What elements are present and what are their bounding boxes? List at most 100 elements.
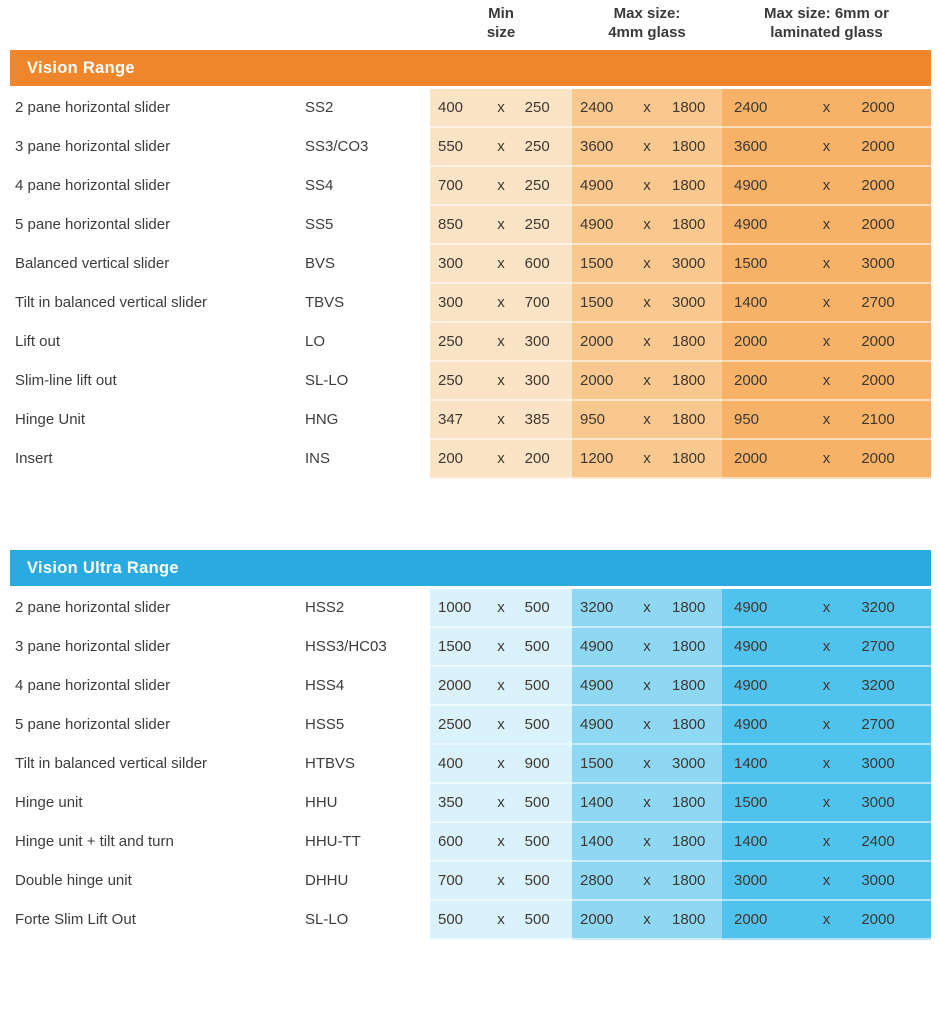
max4-height-value: 1800: [672, 333, 706, 351]
dimension-separator: x: [497, 99, 505, 117]
product-code: DHHU: [305, 862, 430, 902]
table-row: 4 pane horizontal slider HSS4 2000 x 500…: [10, 667, 931, 707]
table-row: 5 pane horizontal slider SS5 850 x 250 4…: [10, 206, 931, 246]
max6-height-value: 3200: [861, 677, 895, 695]
dimension-separator: x: [643, 411, 651, 429]
vision-range-title: Vision Range: [27, 58, 135, 77]
product-name: Insert: [10, 440, 305, 480]
max6-width-value: 4900: [734, 638, 768, 656]
dimension-separator: x: [643, 833, 651, 851]
table-row: 3 pane horizontal slider SS3/CO3 550 x 2…: [10, 128, 931, 168]
product-name: 3 pane horizontal slider: [10, 128, 305, 168]
max-6mm-cell: 1500 x 3000: [722, 245, 931, 285]
max6-height-value: 2000: [861, 911, 895, 929]
max-4mm-cell: 4900 x 1800: [572, 167, 722, 207]
dimension-separator: x: [497, 411, 505, 429]
max6-height-value: 2000: [861, 138, 895, 156]
max6-height-value: 2000: [861, 216, 895, 234]
min-height-value: 500: [524, 833, 550, 851]
max6-height-value: 2100: [861, 411, 895, 429]
dimension-separator: x: [822, 216, 831, 234]
min-height-value: 200: [524, 450, 550, 468]
max-4mm-cell: 4900 x 1800: [572, 206, 722, 246]
max4-width-value: 1200: [580, 450, 614, 468]
min-height-value: 900: [524, 755, 550, 773]
max6-height-value: 2700: [861, 294, 895, 312]
max-6mm-cell: 2400 x 2000: [722, 89, 931, 129]
max6-width-value: 1400: [734, 833, 768, 851]
max4-height-value: 1800: [672, 138, 706, 156]
min-size-cell: 300 x 700: [430, 284, 572, 324]
product-name: Balanced vertical slider: [10, 245, 305, 285]
dimension-separator: x: [497, 638, 505, 656]
max4-height-value: 1800: [672, 216, 706, 234]
min-height-value: 300: [524, 372, 550, 390]
product-name: Hinge Unit: [10, 401, 305, 441]
max6-width-value: 1500: [734, 794, 768, 812]
max6-width-value: 950: [734, 411, 760, 429]
min-width-value: 200: [438, 450, 464, 468]
vision-range-rows: 2 pane horizontal slider SS2 400 x 250 2…: [10, 89, 931, 480]
max6-width-value: 4900: [734, 716, 768, 734]
dimension-separator: x: [497, 255, 505, 273]
min-width-value: 1500: [438, 638, 472, 656]
product-name: 4 pane horizontal slider: [10, 167, 305, 207]
product-name: Tilt in balanced vertical silder: [10, 745, 305, 785]
max6-height-value: 3000: [861, 794, 895, 812]
max4-width-value: 2000: [580, 333, 614, 351]
min-width-value: 300: [438, 255, 464, 273]
dimension-separator: x: [822, 833, 831, 851]
dimension-separator: x: [822, 450, 831, 468]
spec-sheet: Min size Max size: 4mm glass Max size: 6mm…: [10, 4, 931, 941]
min-width-value: 700: [438, 872, 464, 890]
min-height-value: 500: [524, 599, 550, 617]
dimension-separator: x: [822, 872, 831, 890]
product-name: 3 pane horizontal slider: [10, 628, 305, 668]
spacer-code-col: [305, 4, 430, 42]
min-width-value: 600: [438, 833, 464, 851]
max-6mm-line1: Max size: 6mm or: [763, 5, 890, 22]
max-6mm-cell: 1500 x 3000: [722, 784, 931, 824]
min-size-cell: 850 x 250: [430, 206, 572, 246]
min-width-value: 500: [438, 911, 464, 929]
max4-height-value: 1800: [672, 177, 706, 195]
max4-width-value: 1500: [580, 294, 614, 312]
max-4mm-cell: 4900 x 1800: [572, 628, 722, 668]
max6-width-value: 4900: [734, 677, 768, 695]
table-row: Hinge Unit HNG 347 x 385 950 x 1800 950: [10, 401, 931, 441]
max6-width-value: 2400: [734, 99, 768, 117]
vision-range-table: Vision Range 2 pane horizontal slider SS…: [10, 50, 931, 480]
max6-width-value: 4900: [734, 177, 768, 195]
dimension-separator: x: [497, 872, 505, 890]
max6-height-value: 2000: [861, 99, 895, 117]
table-row: Balanced vertical slider BVS 300 x 600 1…: [10, 245, 931, 285]
max4-width-value: 2000: [580, 372, 614, 390]
max-4mm-cell: 4900 x 1800: [572, 706, 722, 746]
dimension-separator: x: [643, 216, 651, 234]
min-size-cell: 250 x 300: [430, 362, 572, 402]
dimension-separator: x: [497, 450, 505, 468]
max6-width-value: 3600: [734, 138, 768, 156]
min-height-value: 600: [524, 255, 550, 273]
product-name: Hinge unit + tilt and turn: [10, 823, 305, 863]
min-width-value: 2500: [438, 716, 472, 734]
dimension-separator: x: [643, 294, 651, 312]
table-row: Hinge unit + tilt and turn HHU-TT 600 x …: [10, 823, 931, 863]
min-size-cell: 250 x 300: [430, 323, 572, 363]
min-height-value: 250: [524, 216, 550, 234]
dimension-separator: x: [822, 372, 831, 390]
min-size-cell: 2500 x 500: [430, 706, 572, 746]
column-header-max-6mm: Max size: 6mm or laminated glass: [722, 4, 931, 42]
min-height-value: 500: [524, 911, 550, 929]
max-6mm-cell: 4900 x 2700: [722, 628, 931, 668]
table-row: Forte Slim Lift Out SL-LO 500 x 500 2000…: [10, 901, 931, 941]
dimension-separator: x: [822, 99, 831, 117]
product-name: Slim-line lift out: [10, 362, 305, 402]
max6-height-value: 3000: [861, 255, 895, 273]
dimension-separator: x: [822, 294, 831, 312]
max4-height-value: 1800: [672, 450, 706, 468]
min-size-cell: 200 x 200: [430, 440, 572, 480]
dimension-separator: x: [643, 872, 651, 890]
table-row: Double hinge unit DHHU 700 x 500 2800 x …: [10, 862, 931, 902]
table-row: Lift out LO 250 x 300 2000 x 1800 2000: [10, 323, 931, 363]
